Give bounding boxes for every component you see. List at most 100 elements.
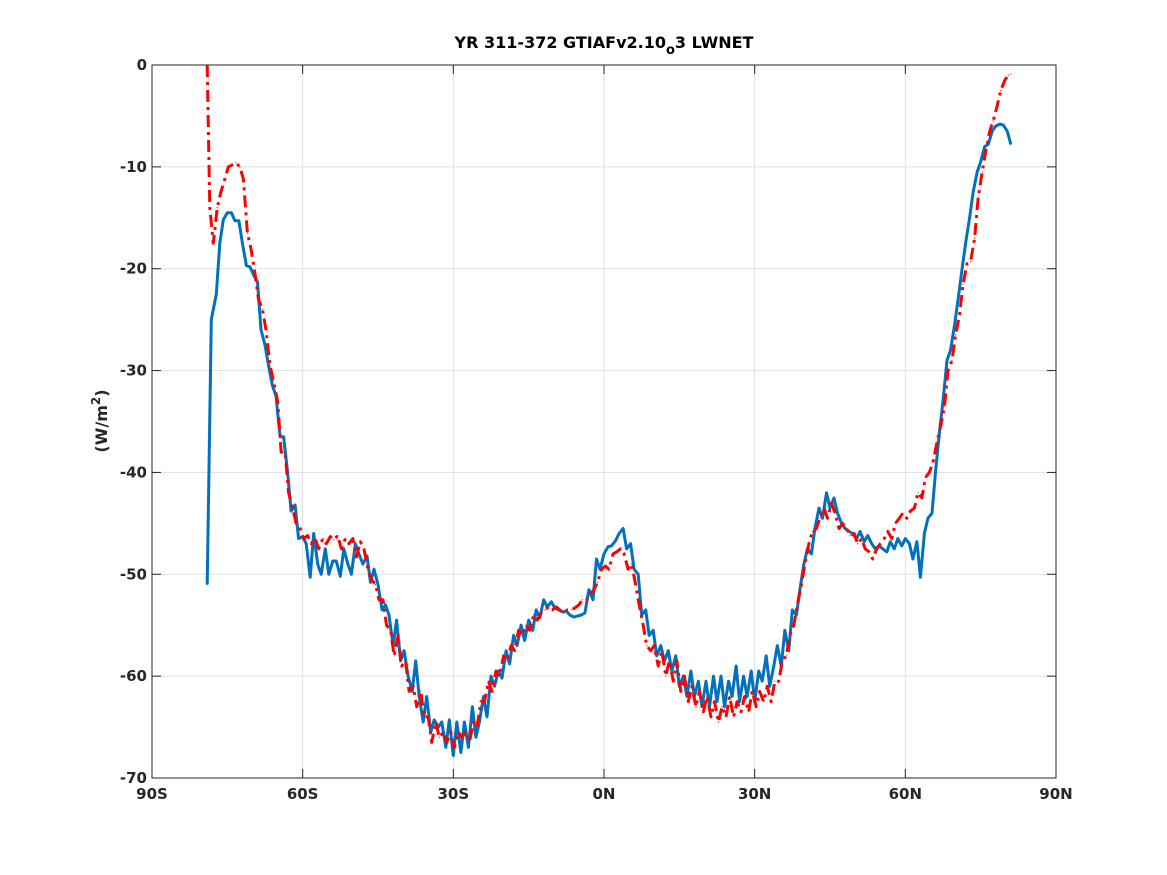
data-point bbox=[638, 604, 640, 606]
data-point bbox=[795, 614, 798, 616]
data-point bbox=[234, 220, 236, 222]
data-point bbox=[277, 400, 279, 402]
chart-title-subscript: o bbox=[666, 43, 675, 58]
data-point bbox=[396, 619, 398, 621]
data-point bbox=[490, 675, 492, 677]
data-point bbox=[946, 359, 948, 361]
data-point bbox=[369, 581, 372, 584]
data-point bbox=[729, 695, 731, 698]
data-point bbox=[661, 650, 663, 652]
data-point bbox=[452, 755, 454, 757]
data-point bbox=[210, 319, 212, 321]
data-point bbox=[216, 207, 218, 209]
data-point bbox=[337, 535, 339, 537]
chart-title-main: YR 311-372 GTIAFv2.10 bbox=[454, 33, 666, 52]
data-point bbox=[902, 512, 904, 514]
data-point bbox=[702, 711, 705, 713]
data-point bbox=[660, 645, 662, 647]
data-point bbox=[887, 530, 889, 533]
data-point bbox=[974, 237, 976, 239]
data-point bbox=[362, 563, 364, 565]
data-point bbox=[261, 308, 264, 311]
data-point bbox=[573, 616, 575, 618]
data-point bbox=[735, 665, 737, 667]
y-axis-label-suffix: ) bbox=[92, 389, 111, 396]
data-point bbox=[212, 242, 214, 244]
data-point bbox=[363, 548, 365, 550]
data-point bbox=[309, 576, 311, 578]
data-point bbox=[529, 629, 531, 631]
data-point bbox=[335, 560, 337, 562]
data-point bbox=[909, 510, 912, 512]
data-point bbox=[551, 609, 553, 611]
data-point bbox=[717, 721, 720, 723]
data-point bbox=[520, 624, 522, 626]
data-point bbox=[333, 539, 335, 541]
data-point bbox=[766, 685, 768, 687]
data-point bbox=[295, 522, 297, 525]
data-point bbox=[826, 517, 829, 519]
data-point bbox=[463, 721, 465, 723]
data-point bbox=[989, 130, 991, 132]
y-tick-label: -30 bbox=[120, 362, 147, 380]
data-point bbox=[505, 650, 507, 652]
data-point bbox=[913, 507, 916, 509]
data-point bbox=[603, 553, 605, 555]
data-point bbox=[615, 540, 617, 542]
data-point bbox=[646, 645, 648, 647]
y-axis-label-superscript: 2 bbox=[89, 397, 103, 405]
data-point bbox=[495, 670, 497, 672]
data-point bbox=[849, 535, 851, 537]
data-point bbox=[627, 568, 629, 570]
data-point bbox=[680, 690, 682, 693]
data-point bbox=[576, 615, 579, 617]
data-point bbox=[423, 716, 425, 718]
data-point bbox=[290, 510, 292, 512]
data-point bbox=[897, 538, 899, 540]
data-point bbox=[938, 431, 941, 433]
data-point bbox=[482, 695, 485, 698]
data-point bbox=[906, 517, 908, 519]
data-point bbox=[999, 123, 1001, 125]
data-point bbox=[405, 660, 407, 662]
data-point bbox=[652, 629, 654, 631]
data-point bbox=[355, 556, 357, 558]
data-point bbox=[863, 541, 865, 543]
data-point bbox=[642, 624, 644, 626]
data-point bbox=[596, 581, 599, 584]
data-point bbox=[796, 604, 799, 606]
data-point bbox=[763, 701, 765, 703]
data-point bbox=[927, 517, 929, 519]
data-point bbox=[254, 273, 256, 275]
data-point bbox=[706, 695, 708, 698]
data-point bbox=[390, 629, 392, 631]
data-point bbox=[283, 436, 285, 438]
data-point bbox=[829, 507, 831, 509]
data-point bbox=[867, 535, 869, 537]
series-layer bbox=[205, 64, 1013, 758]
y-tick-label: -20 bbox=[120, 260, 147, 278]
data-point bbox=[344, 538, 346, 540]
data-point bbox=[332, 560, 334, 562]
data-point bbox=[325, 543, 327, 545]
data-point bbox=[723, 706, 726, 708]
data-point bbox=[698, 690, 701, 693]
data-point bbox=[1004, 79, 1006, 81]
data-point bbox=[246, 232, 248, 234]
data-point bbox=[239, 166, 241, 168]
data-point bbox=[846, 527, 848, 530]
data-point bbox=[864, 548, 866, 550]
data-point bbox=[758, 670, 760, 672]
data-point bbox=[339, 575, 341, 577]
data-point bbox=[690, 670, 692, 672]
data-point bbox=[648, 634, 650, 637]
data-point bbox=[739, 701, 741, 703]
data-point bbox=[868, 551, 870, 553]
data-point bbox=[799, 589, 801, 591]
data-point bbox=[785, 655, 787, 657]
data-point bbox=[487, 680, 490, 682]
data-point bbox=[774, 680, 776, 682]
data-point bbox=[235, 162, 237, 164]
data-point bbox=[426, 695, 428, 698]
